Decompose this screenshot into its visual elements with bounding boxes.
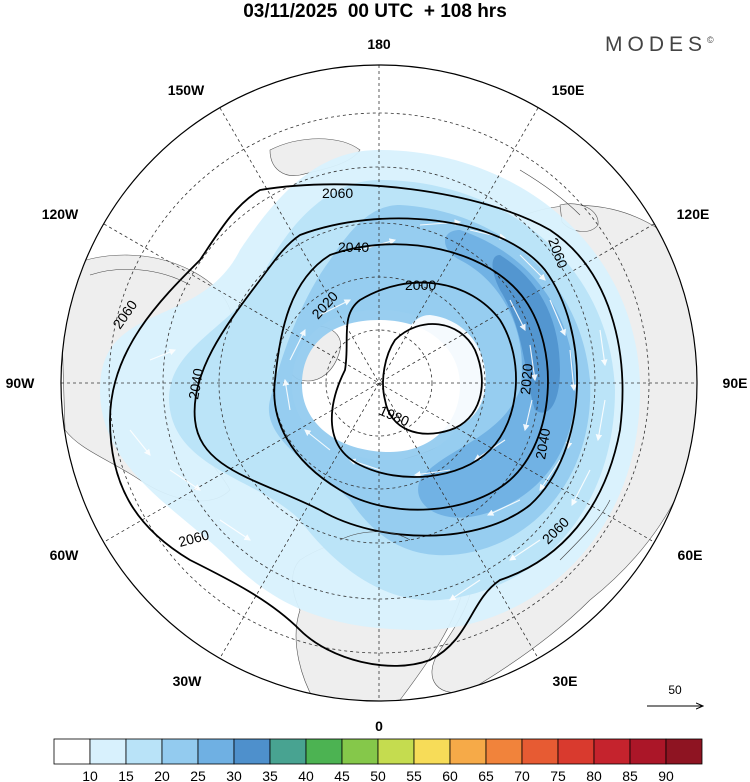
- lon-label-90e: 90E: [723, 375, 748, 391]
- colorbar-label: 40: [298, 768, 314, 782]
- colorbar-swatch: [629, 738, 667, 765]
- contour-label: 2040: [338, 239, 369, 255]
- lon-label-30w: 30W: [173, 673, 203, 689]
- colorbar-label: 35: [262, 768, 278, 782]
- lon-label-150w: 150W: [168, 82, 205, 98]
- colorbar-label: 80: [586, 768, 602, 782]
- contour-1980: [382, 323, 483, 435]
- colorbar-label: 70: [514, 768, 530, 782]
- colorbar-label: 75: [550, 768, 566, 782]
- reference-vector-label: 50: [668, 683, 682, 697]
- lon-label-180: 180: [367, 36, 391, 52]
- map-title: 03/11/2025 00 UTC + 108 hrs: [243, 1, 507, 22]
- colorbar-label: 55: [406, 768, 422, 782]
- colorbar-swatch: [521, 738, 559, 765]
- colorbar-swatch: [269, 738, 307, 765]
- coastlines: [89, 169, 611, 561]
- lon-label-30e: 30E: [553, 673, 578, 689]
- colorbar-label: 30: [226, 768, 242, 782]
- colorbar-swatch: [341, 738, 379, 765]
- colorbar-swatch: [125, 738, 163, 765]
- colorbar-label: 15: [118, 768, 134, 782]
- contour-2060: [109, 183, 624, 667]
- lon-label-120e: 120E: [677, 206, 710, 222]
- wind-speed-shading: [100, 150, 640, 630]
- lon-label-0: 0: [375, 718, 383, 734]
- lon-label-60e: 60E: [678, 547, 703, 563]
- map-border: [60, 64, 698, 702]
- contour-label: 2000: [405, 277, 436, 293]
- colorbar-swatch: [89, 738, 127, 765]
- colorbar-label: 10: [82, 768, 98, 782]
- colorbar: 10 15 20 25 30 35 40 45 50 55 60 65 70 75 80 85 90: [53, 738, 703, 782]
- contour-label: 2060: [322, 185, 353, 201]
- colorbar-label: 60: [442, 768, 458, 782]
- colorbar-label: 50: [370, 768, 386, 782]
- colorbar-label: 90: [658, 768, 674, 782]
- lon-label-150e: 150E: [552, 82, 585, 98]
- colorbar-swatch: [449, 738, 487, 765]
- lon-label-60w: 60W: [50, 547, 80, 563]
- contour-label: 2040: [185, 367, 206, 401]
- colorbar-swatch: [665, 738, 703, 765]
- height-contours: [109, 183, 624, 667]
- longitude-labels: 180 150E 120E 90E 60E 30E 0 30W 60W 90W …: [6, 36, 748, 734]
- contour-2040: [193, 217, 578, 537]
- colorbar-swatch: [233, 738, 271, 765]
- lon-label-120w: 120W: [42, 206, 79, 222]
- colorbar-label: 25: [190, 768, 206, 782]
- contour-2000: [330, 281, 517, 478]
- colorbar-swatch: [197, 738, 235, 765]
- colorbar-swatch: [485, 738, 523, 765]
- colorbar-swatch: [593, 738, 631, 765]
- colorbar-swatch: [161, 738, 199, 765]
- colorbar-swatch: [413, 738, 451, 765]
- colorbar-label: 45: [334, 768, 350, 782]
- brand-name: MODES: [605, 33, 708, 56]
- copyright-mark: ©: [707, 35, 714, 45]
- colorbar-label: 65: [478, 768, 494, 782]
- contour-label: 2060: [177, 526, 211, 550]
- contour-label: 2020: [517, 363, 536, 396]
- colorbar-swatch: [305, 738, 343, 765]
- colorbar-label: 20: [154, 768, 170, 782]
- reference-vector: 50: [647, 683, 703, 706]
- colorbar-swatch: [557, 738, 595, 765]
- modes-logo: MODES©: [605, 33, 714, 57]
- colorbar-label: 85: [622, 768, 638, 782]
- contour-label: 2040: [532, 427, 553, 461]
- colorbar-swatch: [53, 738, 91, 765]
- colorbar-swatch: [377, 738, 415, 765]
- contour-2020: [273, 243, 549, 511]
- lon-label-90w: 90W: [6, 375, 36, 391]
